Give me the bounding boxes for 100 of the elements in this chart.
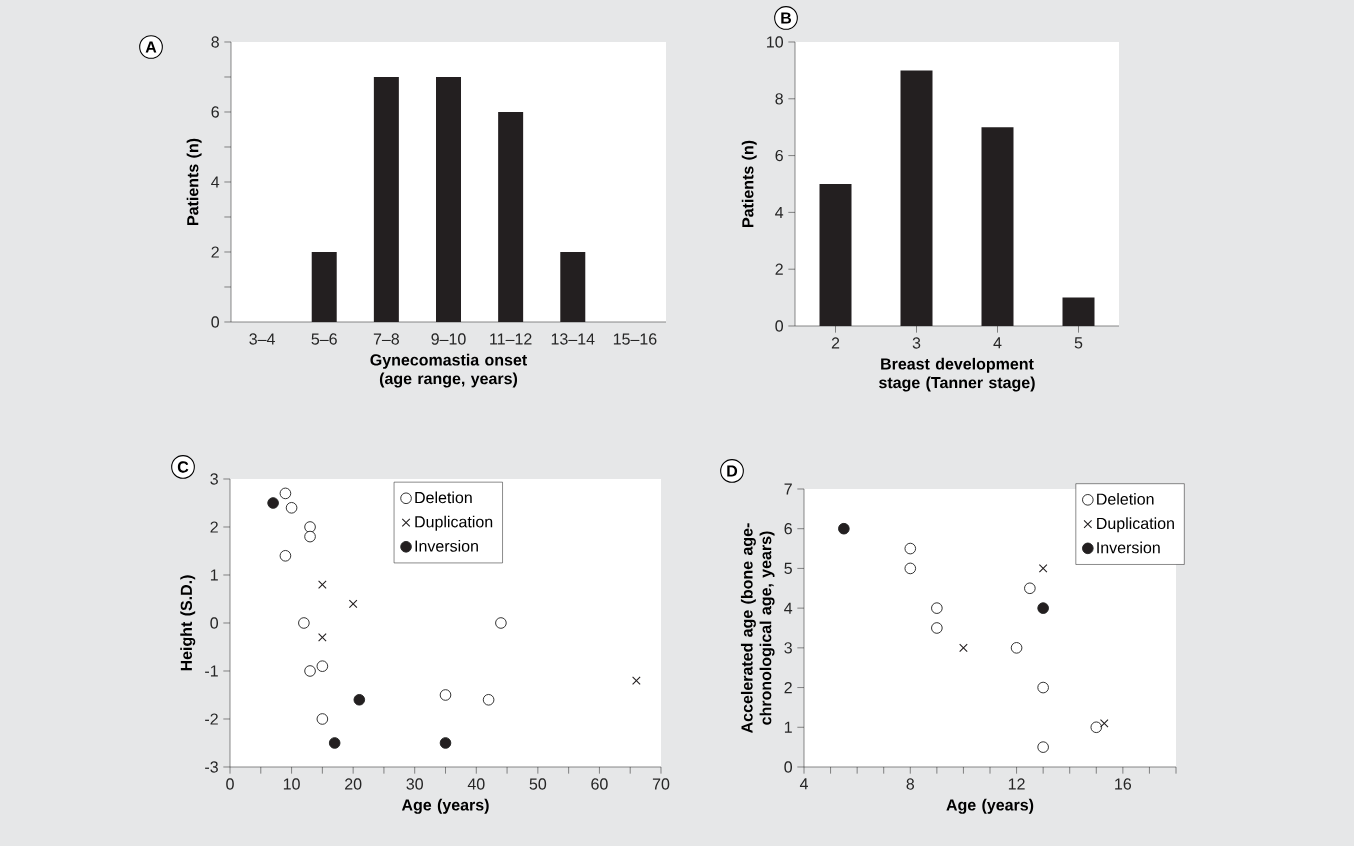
y-tick-label: 1 xyxy=(784,721,792,733)
y-axis-title: Patients (n) xyxy=(741,140,757,227)
point xyxy=(298,617,310,629)
y-tick-label: 4 xyxy=(775,206,784,218)
point xyxy=(316,660,329,672)
y-tick-label: 8 xyxy=(211,36,219,48)
point xyxy=(632,676,641,685)
point xyxy=(959,643,968,653)
point xyxy=(285,502,298,514)
chart-title: D xyxy=(727,465,738,477)
chart-title: A xyxy=(145,41,157,53)
point xyxy=(304,665,316,677)
point xyxy=(279,549,292,562)
x-tick-label: 3 xyxy=(912,337,921,349)
y-tick-label: 0 xyxy=(211,316,220,328)
point xyxy=(318,580,327,589)
point xyxy=(318,633,327,642)
x-tick-label: 30 xyxy=(406,778,423,790)
point xyxy=(482,693,495,706)
y-axis-title: Accelerated age (bone age-chronological age, years) xyxy=(740,523,775,733)
point xyxy=(904,542,917,555)
legend-label: Duplication xyxy=(1097,517,1174,533)
y-tick-label: 3 xyxy=(210,473,218,485)
point xyxy=(1099,718,1109,728)
x-axis-title: Gynecomastia onset (age range, years) xyxy=(370,353,527,388)
legend-label: Deletion xyxy=(415,491,472,504)
point xyxy=(439,689,452,701)
y-tick-label: 4 xyxy=(211,176,220,188)
point xyxy=(304,521,316,533)
x-tick-label: 7–8 xyxy=(373,333,399,345)
legend-label: Deletion xyxy=(1097,493,1154,505)
point xyxy=(1090,721,1103,734)
point xyxy=(495,617,507,629)
y-tick-label: 6 xyxy=(784,523,792,535)
x-tick-label: 60 xyxy=(591,778,608,790)
x-tick-label: 4 xyxy=(993,337,1002,349)
point xyxy=(1010,642,1023,654)
point xyxy=(1037,602,1049,614)
y-tick-label: 2 xyxy=(210,521,218,533)
x-axis-title: Breast development stage (Tanner stage) xyxy=(879,357,1035,392)
point xyxy=(931,622,943,634)
y-tick-label: 8 xyxy=(775,93,783,105)
point xyxy=(279,487,292,500)
y-axis-title: Height (S.D.) xyxy=(180,575,196,671)
x-tick-label: 13–14 xyxy=(551,333,595,345)
point xyxy=(304,530,316,543)
y-tick-label: 6 xyxy=(211,106,219,118)
y-tick-label: 6 xyxy=(775,149,783,162)
point xyxy=(328,737,341,749)
point xyxy=(1024,582,1036,595)
point xyxy=(1037,681,1049,694)
x-axis-title: Age (years) xyxy=(401,798,489,814)
y-tick-label: 5 xyxy=(784,562,792,574)
point xyxy=(267,497,279,509)
point xyxy=(439,737,452,749)
y-tick-label: 7 xyxy=(784,483,792,495)
chart-title: C xyxy=(177,461,189,473)
y-tick-label: -2 xyxy=(205,713,218,725)
x-tick-label: 50 xyxy=(529,778,547,790)
point xyxy=(838,522,850,535)
x-tick-label: 15–16 xyxy=(613,333,657,345)
y-tick-label: 1 xyxy=(210,569,218,581)
y-tick-label: 0 xyxy=(784,761,793,773)
y-tick-label: 3 xyxy=(784,642,792,654)
x-tick-label: 8 xyxy=(906,778,915,790)
x-tick-label: 11–12 xyxy=(490,333,532,345)
y-tick-label: -1 xyxy=(205,665,218,677)
legend-label: Duplication xyxy=(415,515,493,531)
point xyxy=(1038,564,1048,573)
y-axis-title: Patients (n) xyxy=(186,138,202,225)
x-tick-label: 12 xyxy=(1008,778,1025,790)
point xyxy=(904,562,917,575)
y-tick-label: 10 xyxy=(767,36,784,48)
y-tick-label: 2 xyxy=(775,263,783,275)
point xyxy=(353,693,366,706)
chart-title: B xyxy=(781,12,792,24)
x-tick-label: 0 xyxy=(226,778,234,790)
y-tick-label: 0 xyxy=(210,617,219,629)
x-axis-title: Age (years) xyxy=(946,798,1034,814)
x-tick-label: 16 xyxy=(1115,778,1132,790)
legend-label: Inversion xyxy=(1097,541,1160,554)
legend-label: Inversion xyxy=(415,540,478,552)
x-tick-label: 4 xyxy=(799,778,808,790)
point xyxy=(1037,741,1049,753)
y-tick-label: 0 xyxy=(775,320,784,332)
x-tick-label: 70 xyxy=(652,778,670,790)
x-tick-label: 5 xyxy=(1074,337,1083,349)
point xyxy=(316,713,329,725)
y-tick-label: -3 xyxy=(205,761,218,773)
x-tick-label: 10 xyxy=(283,778,300,790)
y-tick-label: 4 xyxy=(784,602,793,614)
point xyxy=(348,599,358,609)
x-tick-label: 2 xyxy=(831,337,840,349)
x-tick-label: 20 xyxy=(345,778,362,790)
y-tick-label: 2 xyxy=(211,246,219,258)
point xyxy=(931,602,943,614)
x-tick-label: 40 xyxy=(467,778,485,790)
y-tick-label: 2 xyxy=(784,681,792,694)
x-tick-label: 3–4 xyxy=(249,333,275,345)
x-tick-label: 9–10 xyxy=(431,333,466,345)
